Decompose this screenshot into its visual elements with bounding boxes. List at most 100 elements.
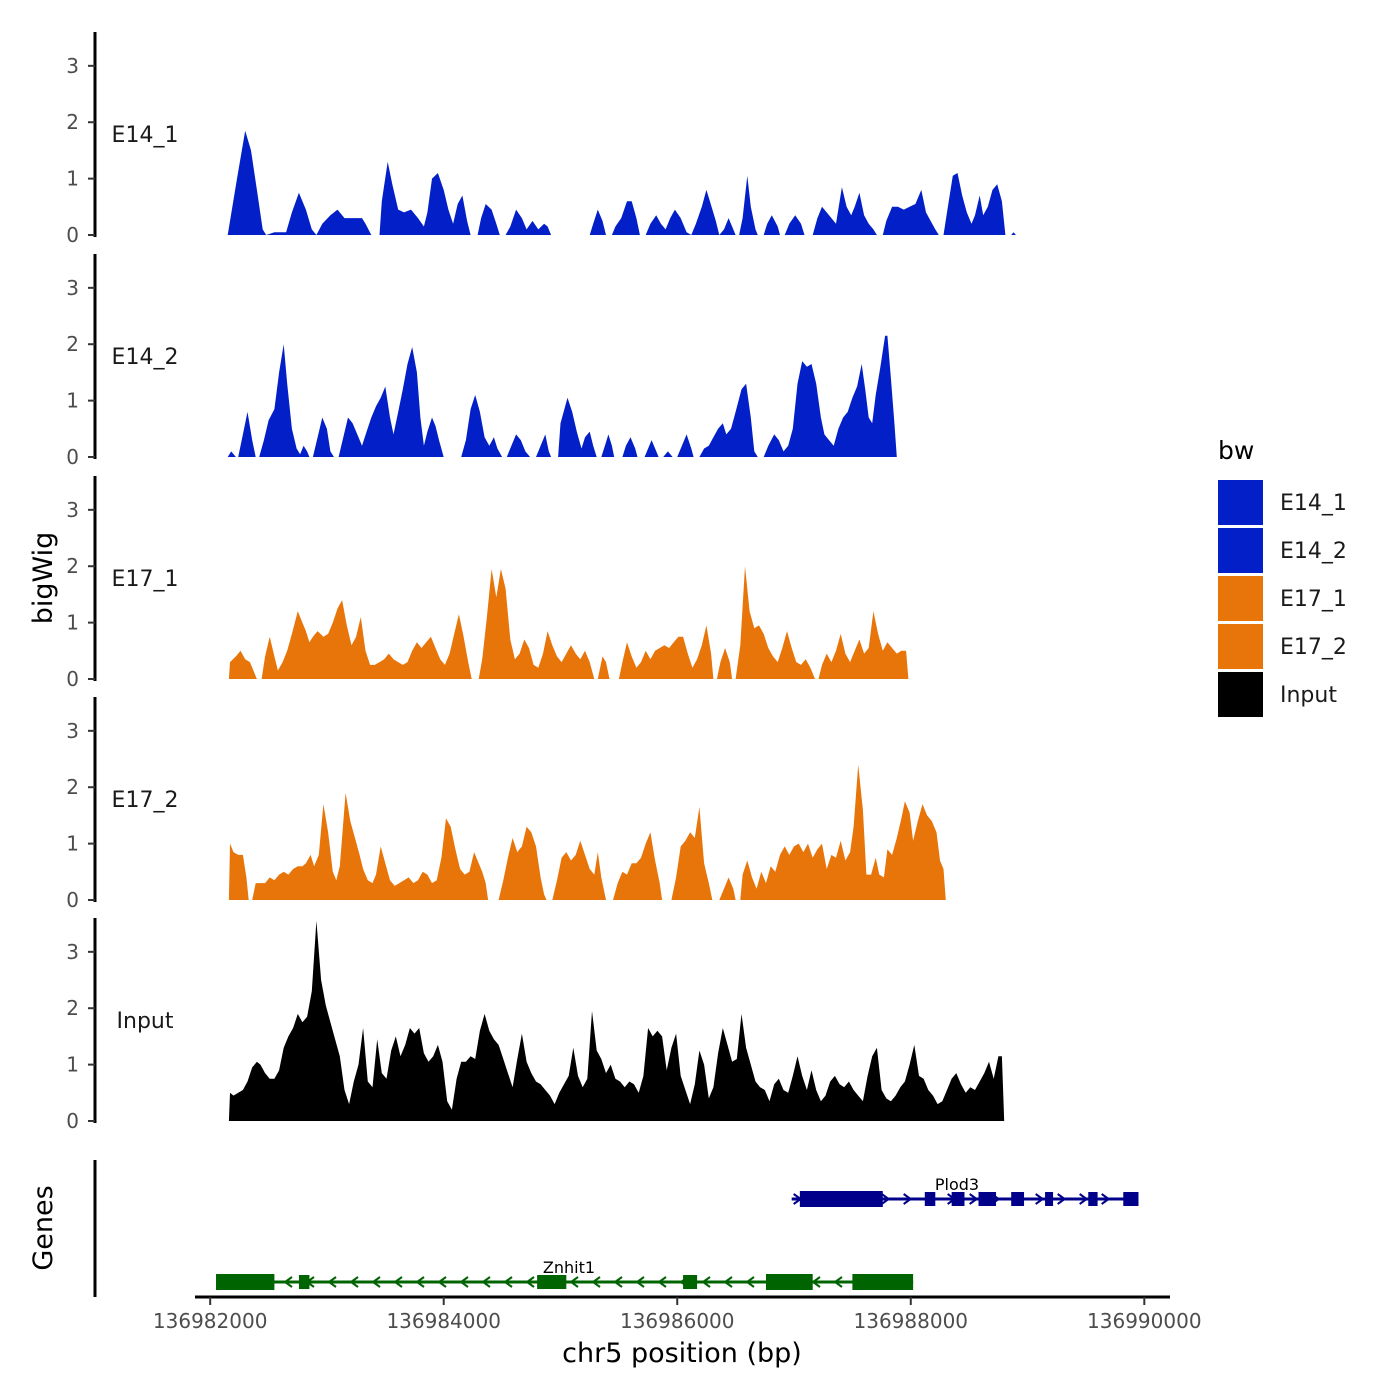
y-axis-title: bigWig <box>28 532 59 625</box>
gene-exon <box>537 1275 567 1289</box>
strand-arrow <box>1079 1193 1089 1205</box>
x-tick-label: 136984000 <box>386 1309 501 1333</box>
y-tick-label: 0 <box>66 223 79 247</box>
legend-swatch <box>1218 528 1263 573</box>
area-e17-1 <box>228 566 909 679</box>
legend-label: Input <box>1280 683 1337 708</box>
strand-arrow <box>969 1193 979 1205</box>
strand-arrow <box>613 1276 623 1288</box>
strand-arrow <box>437 1276 447 1288</box>
legend-item: E17_2 <box>1218 624 1347 669</box>
gene-exon <box>978 1192 997 1206</box>
strand-arrow <box>745 1276 755 1288</box>
y-tick-label: 0 <box>66 667 79 691</box>
y-tick-label: 3 <box>66 54 79 78</box>
gene-exon <box>298 1275 310 1289</box>
track-label: Input <box>117 1009 174 1034</box>
x-axis-title: chr5 position (bp) <box>562 1338 802 1369</box>
legend-swatch <box>1218 624 1263 669</box>
x-tick-label: 136982000 <box>153 1309 268 1333</box>
y-tick-label: 1 <box>66 167 79 191</box>
legend-item: E17_1 <box>1218 576 1347 621</box>
track-label: E17_1 <box>112 567 179 592</box>
y-tick-label: 3 <box>66 719 79 743</box>
strand-arrow <box>349 1276 359 1288</box>
y-tick-label: 2 <box>66 775 79 799</box>
gene-exon <box>683 1275 698 1289</box>
strand-arrow <box>503 1276 513 1288</box>
strand-arrow <box>283 1276 293 1288</box>
x-tick-label: 136986000 <box>620 1309 735 1333</box>
track-e14-2: 0 1 2 3 E14_2 <box>66 254 897 469</box>
legend-label: E14_2 <box>1280 539 1347 564</box>
y-tick-label: 3 <box>66 498 79 522</box>
strand-arrow <box>701 1276 711 1288</box>
strand-arrow <box>1101 1193 1111 1205</box>
strand-arrow <box>481 1276 491 1288</box>
legend-label: E17_2 <box>1280 635 1347 660</box>
strand-arrow <box>591 1276 601 1288</box>
strand-arrow <box>1035 1193 1045 1205</box>
legend-item: Input <box>1218 672 1337 717</box>
legend-title: bw <box>1218 436 1254 465</box>
area-e14-1 <box>227 130 1016 235</box>
strand-arrow <box>415 1276 425 1288</box>
legend-label: E14_1 <box>1280 491 1347 516</box>
strand-arrow <box>881 1193 891 1205</box>
y-tick-label: 0 <box>66 445 79 469</box>
x-tick-label: 136990000 <box>1087 1309 1202 1333</box>
gene-name-label: Znhit1 <box>543 1258 595 1277</box>
track-e17-1: 0 1 2 3 E17_1 <box>66 476 909 691</box>
track-e17-2: 0 1 2 3 E17_2 <box>66 697 946 912</box>
strand-arrow <box>371 1276 381 1288</box>
gene-exon <box>852 1274 914 1290</box>
track-label: E14_2 <box>112 345 179 370</box>
strand-arrow <box>327 1276 337 1288</box>
y-tick-label: 1 <box>66 832 79 856</box>
gene-exon <box>1045 1192 1054 1206</box>
y-tick-label: 3 <box>66 276 79 300</box>
track-label: E14_1 <box>112 123 179 148</box>
y-tick-label: 1 <box>66 1053 79 1077</box>
legend-item: E14_2 <box>1218 528 1347 573</box>
gene-exon <box>216 1274 275 1290</box>
strand-arrow <box>723 1276 733 1288</box>
strand-arrow <box>525 1276 535 1288</box>
legend-swatch <box>1218 576 1263 621</box>
gene-exon <box>765 1274 813 1290</box>
gene-znhit1: Znhit1 <box>216 1258 914 1290</box>
legend-label: E17_1 <box>1280 587 1347 612</box>
y-tick-label: 2 <box>66 332 79 356</box>
legend: bw E14_1 E14_2 E17_1 E17_2 Input <box>1218 436 1347 717</box>
gene-name-label: Plod3 <box>935 1175 979 1194</box>
y-tick-label: 2 <box>66 110 79 134</box>
strand-arrow <box>393 1276 403 1288</box>
gene-plod3: Plod3 <box>791 1175 1139 1207</box>
strand-arrow <box>903 1193 913 1205</box>
x-tick-label: 136988000 <box>854 1309 969 1333</box>
strand-arrow <box>459 1276 469 1288</box>
gene-exon <box>799 1191 835 1207</box>
legend-swatch <box>1218 672 1263 717</box>
y-tick-label: 0 <box>66 888 79 912</box>
legend-item: E14_1 <box>1218 480 1347 525</box>
y-tick-label: 3 <box>66 940 79 964</box>
y-tick-label: 2 <box>66 554 79 578</box>
track-e14-1: 0 1 2 3 E14_1 <box>66 32 1016 247</box>
area-input <box>228 920 1005 1121</box>
strand-arrow <box>657 1276 667 1288</box>
gene-exon <box>1123 1192 1139 1206</box>
area-e14-2 <box>227 335 897 457</box>
strand-arrow <box>569 1276 579 1288</box>
legend-swatch <box>1218 480 1263 525</box>
gene-exon <box>1011 1192 1025 1206</box>
y-tick-label: 1 <box>66 389 79 413</box>
area-e17-2 <box>228 764 946 900</box>
gene-exon <box>951 1192 965 1206</box>
gene-exon <box>1088 1192 1098 1206</box>
y-tick-label: 0 <box>66 1109 79 1133</box>
gene-exon <box>924 1192 936 1206</box>
strand-arrow <box>833 1276 843 1288</box>
x-axis: 136982000 136984000 136986000 136988000 1369… <box>153 1295 1202 1333</box>
